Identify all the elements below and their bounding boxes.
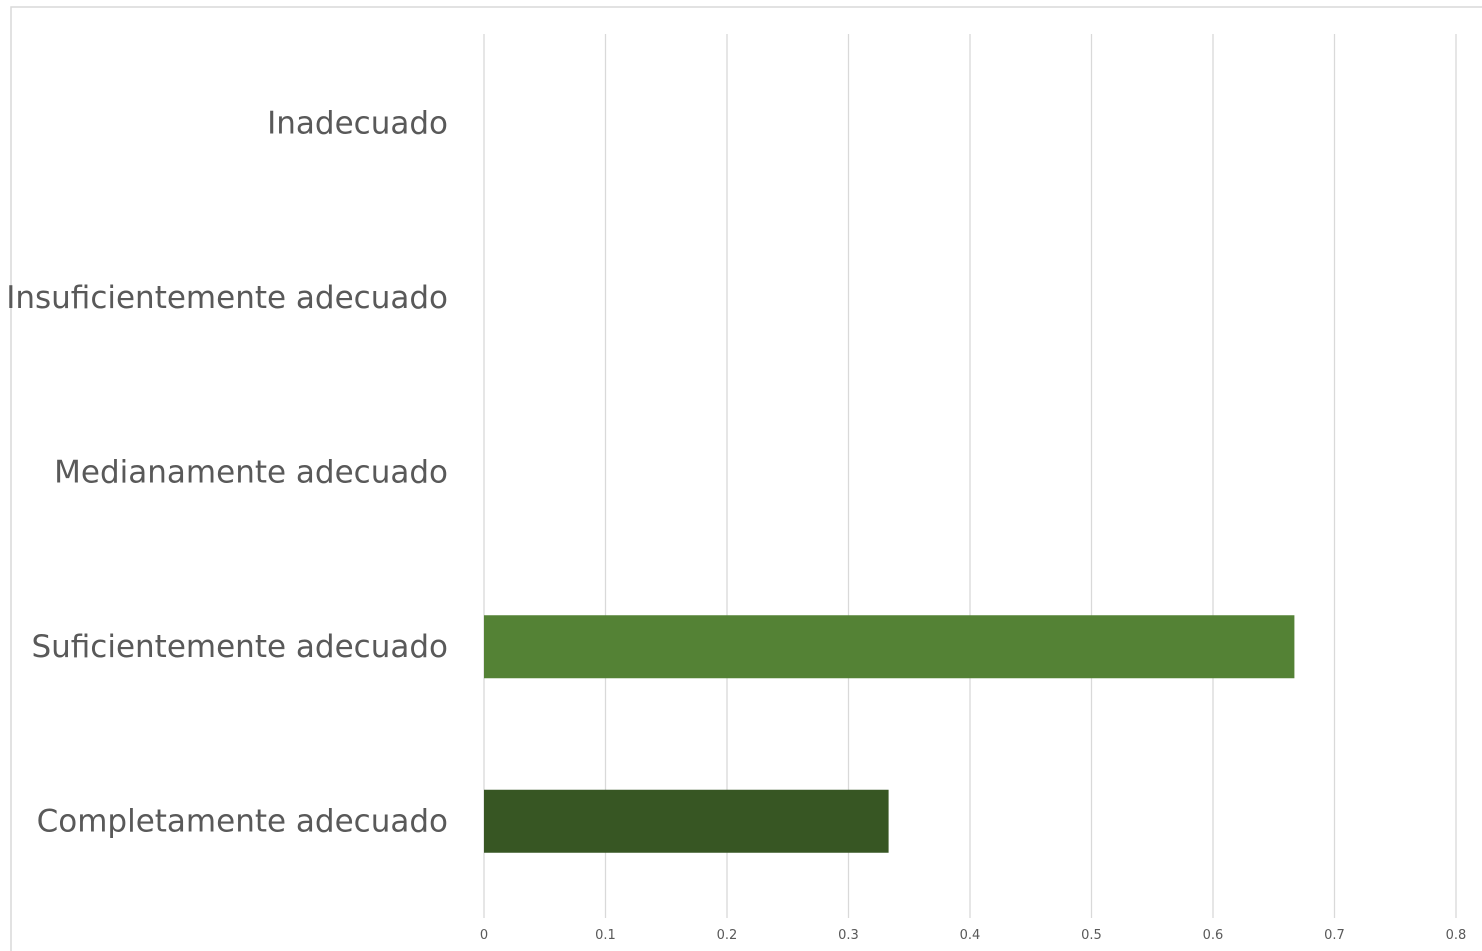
x-tick-label: 0.4 bbox=[960, 928, 981, 943]
chart-border bbox=[10, 6, 1482, 951]
x-tick-label: 0.5 bbox=[1081, 928, 1102, 943]
category-label: Inadecuado bbox=[267, 105, 448, 141]
bar bbox=[484, 789, 889, 853]
bars bbox=[484, 615, 1295, 853]
category-label: Suficientemente adecuado bbox=[31, 629, 448, 665]
x-tick-label: 0.1 bbox=[595, 928, 616, 943]
x-tick-label: 0.3 bbox=[838, 928, 859, 943]
x-tick-label: 0.8 bbox=[1446, 928, 1467, 943]
category-label: Completamente adecuado bbox=[37, 803, 448, 839]
x-tick-label: 0.7 bbox=[1324, 928, 1345, 943]
bar bbox=[484, 615, 1295, 679]
x-tick-label: 0.2 bbox=[717, 928, 738, 943]
category-labels: Inadecuado Insuficientemente adecuado Medi… bbox=[6, 105, 448, 839]
x-tick-label: 0.6 bbox=[1203, 928, 1224, 943]
x-axis-tick-labels: 0 0.1 0.2 0.3 0.4 0.5 0.6 0.7 0.8 bbox=[480, 928, 1466, 943]
x-tick-label: 0 bbox=[480, 928, 488, 943]
category-label: Medianamente adecuado bbox=[54, 454, 448, 490]
category-label: Insuficientemente adecuado bbox=[6, 280, 448, 316]
gridlines bbox=[483, 34, 1457, 918]
